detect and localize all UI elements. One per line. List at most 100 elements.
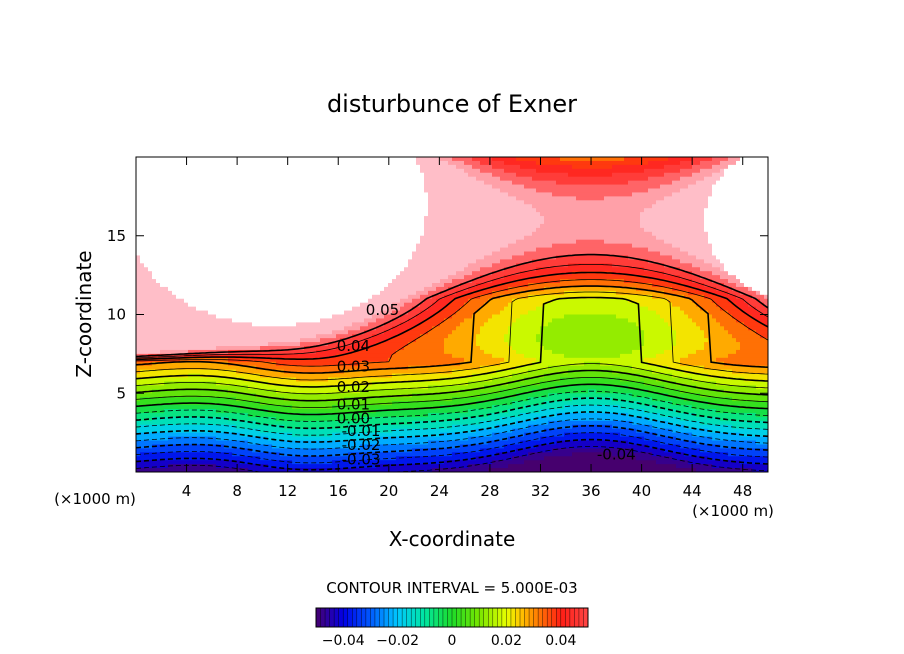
contour-band-cell [296,208,301,213]
contour-band-cell [284,200,289,205]
contour-band-cell [144,164,149,170]
contour-band-cell [216,200,221,205]
contour-band-cell [384,271,389,276]
contour-band-cell [316,231,321,237]
contour-band-cell [312,196,317,201]
contour-band-cell [180,160,185,166]
contour-band-cell [208,326,213,331]
contour-band-cell [348,468,353,472]
contour-band-cell [232,318,237,323]
contour-band-cell [260,346,265,351]
contour-band-cell [336,365,341,371]
contour-band-cell [216,302,221,308]
contour-band-cell [348,424,353,430]
contour-band-cell [340,283,345,288]
contour-band-cell [356,172,361,178]
contour-band-cell [292,196,297,201]
contour-band-cell [264,302,269,308]
contour-band-cell [340,326,345,331]
contour-band-cell [208,216,213,221]
contour-band-cell [176,286,181,292]
contour-band-cell [256,306,261,312]
contour-band-cell [320,212,325,217]
contour-band-cell [328,290,333,296]
contour-band-cell [280,353,285,359]
contour-band-cell [180,326,185,331]
contour-band-cell [144,338,149,343]
contour-band-cell [244,172,249,178]
contour-band-cell [372,235,377,241]
contour-band-cell [168,267,173,272]
contour-band-cell [292,468,297,472]
contour-band-cell [300,235,305,241]
contour-band-cell [232,196,237,201]
contour-band-cell [292,243,297,249]
contour-band-cell [164,322,169,327]
contour-band-cell [164,464,169,469]
contour-band-cell [348,385,353,390]
contour-band-cell [168,365,173,371]
contour-band-cell [188,456,193,461]
contour-band-cell [336,275,341,280]
contour-band-cell [212,231,217,237]
contour-band-cell [236,330,241,335]
contour-band-cell [356,401,361,406]
contour-band-cell [232,428,237,434]
contour-band-cell [344,322,349,327]
contour-band-cell [208,318,213,323]
contour-band-cell [264,393,269,398]
contour-band-cell [164,227,169,233]
contour-band-cell [264,452,269,457]
contour-band-cell [244,212,249,217]
contour-band-cell [276,294,281,300]
contour-band-cell [224,204,229,209]
contour-band-cell [292,204,297,209]
contour-band-cell [224,271,229,276]
contour-band-cell [320,416,325,422]
contour-band-cell [148,184,153,190]
contour-band-cell [276,200,281,205]
contour-band-cell [160,389,165,394]
contour-band-cell [324,235,329,241]
contour-band-cell [228,157,233,162]
contour-band-cell [280,239,285,245]
contour-band-cell [380,444,385,449]
contour-band-cell [224,223,229,229]
contour-band-cell [152,294,157,300]
contour-band-cell [196,290,201,296]
contour-band-cell [160,212,165,217]
contour-band-cell [312,220,317,225]
contour-band-cell [296,310,301,316]
contour-band-cell [176,235,181,241]
contour-band-cell [332,338,337,343]
contour-band-cell [248,401,253,406]
contour-band-cell [308,200,313,205]
contour-band-cell [304,424,309,430]
contour-band-cell [228,310,233,316]
contour-band-cell [280,377,285,383]
contour-band-cell [192,216,197,221]
contour-band-cell [312,294,317,300]
contour-band-cell [328,361,333,367]
contour-band-cell [308,208,313,213]
contour-band-cell [160,456,165,461]
contour-band-cell [152,306,157,312]
contour-band-cell [152,239,157,245]
contour-band-cell [384,247,389,253]
contour-band-cell [328,180,333,186]
contour-band-cell [288,188,293,194]
contour-band-cell [364,440,369,446]
contour-band-cell [168,464,173,469]
contour-band-cell [348,251,353,257]
contour-band-cell [308,306,313,312]
contour-band-cell [372,412,377,418]
contour-band-cell [332,176,337,182]
contour-band-cell [300,310,305,316]
contour-band-cell [336,267,341,272]
contour-band-cell [336,444,341,449]
contour-band-cell [276,322,281,327]
contour-band-cell [136,160,141,166]
contour-band-cell [284,247,289,253]
contour-band-cell [180,334,185,339]
contour-band-cell [224,440,229,446]
